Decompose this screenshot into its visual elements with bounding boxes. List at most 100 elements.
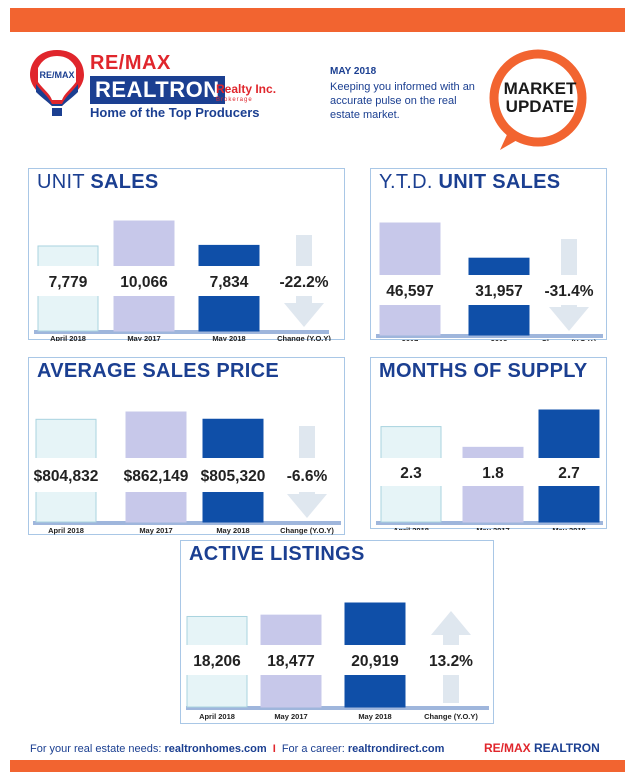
value-label: 7,834 bbox=[210, 274, 249, 291]
change-category-label: Change (Y.O.Y.) bbox=[541, 338, 597, 341]
category-label: April 2018 bbox=[199, 712, 235, 721]
brand-realty-text: Realty Inc. bbox=[216, 82, 277, 96]
change-band bbox=[275, 458, 341, 492]
market-update-badge: MARKET UPDATE bbox=[489, 49, 587, 150]
panel-months-of-supply: MONTHS OF SUPPLY 2.3 April 2018 1.8 May 201… bbox=[370, 357, 607, 530]
panel-unit-sales: UNIT SALES 7,779 April 2018 10,066 May 2017… bbox=[28, 168, 345, 341]
panel-title: ACTIVE LISTINGS bbox=[189, 543, 365, 566]
value-label: 20,919 bbox=[351, 653, 399, 670]
category-label: May 2017 bbox=[139, 526, 172, 535]
value-band bbox=[34, 458, 98, 492]
baseline bbox=[376, 521, 603, 525]
value-label: 46,597 bbox=[386, 283, 433, 300]
value-label: 10,066 bbox=[120, 274, 168, 291]
ytd-unit-sales-chart: 46,597 2017 31,957 2018 -31.4% Change (Y.O.Y.… bbox=[376, 222, 603, 341]
title-bold: AVERAGE SALES PRICE bbox=[37, 360, 280, 382]
footer-brand-remax: RE/MAX bbox=[484, 741, 531, 755]
footer-separator: I bbox=[272, 743, 276, 755]
category-label: May 2018 bbox=[358, 712, 391, 721]
value-band bbox=[343, 645, 407, 675]
panel-title: UNIT SALES bbox=[37, 171, 159, 194]
footer-prefix2: For a career: bbox=[281, 743, 345, 755]
panel-average-sales-price: AVERAGE SALES PRICE $804,832 April 2018 $8… bbox=[28, 357, 345, 535]
category-label: April 2018 bbox=[48, 526, 84, 535]
value-band bbox=[36, 266, 100, 296]
panel-active-listings: ACTIVE LISTINGS 18,206 April 2018 18,477 Ma… bbox=[180, 540, 494, 724]
baseline bbox=[376, 334, 603, 338]
value-band bbox=[201, 458, 265, 492]
value-band bbox=[537, 458, 601, 486]
change-value: -31.4% bbox=[544, 283, 593, 300]
active-listings-chart: 18,206 April 2018 18,477 May 2017 20,919 May … bbox=[185, 602, 489, 721]
value-band bbox=[378, 275, 442, 305]
unit-sales-chart: 7,779 April 2018 10,066 May 2017 7,834 May 20… bbox=[34, 220, 338, 341]
category-label: May 2018 bbox=[216, 526, 249, 535]
change-value: -22.2% bbox=[279, 274, 328, 291]
value-band bbox=[197, 266, 261, 296]
value-label: 18,206 bbox=[193, 653, 241, 670]
badge-line2: UPDATE bbox=[506, 97, 575, 116]
value-label: 31,957 bbox=[475, 283, 522, 300]
baseline bbox=[186, 706, 489, 710]
category-label: April 2018 bbox=[393, 526, 429, 530]
value-band bbox=[112, 266, 176, 296]
change-band bbox=[537, 275, 603, 305]
panel-title: Y.T.D. UNIT SALES bbox=[379, 171, 560, 194]
change-category-label: Change (Y.O.Y) bbox=[277, 334, 331, 341]
category-label: May 2017 bbox=[476, 526, 509, 530]
title-light: UNIT bbox=[37, 171, 85, 193]
change-category-label: Change (Y.O.Y) bbox=[424, 712, 478, 721]
category-label: 2018 bbox=[491, 338, 508, 341]
footer-link-homes[interactable]: realtronhomes.com bbox=[164, 743, 267, 755]
months-of-supply-chart: 2.3 April 2018 1.8 May 2017 2.7 May 2018 bbox=[376, 409, 603, 530]
title-bold: SALES bbox=[90, 171, 159, 193]
badge-line1: MARKET bbox=[504, 79, 577, 98]
title-light: Y.T.D. bbox=[379, 171, 433, 193]
title-bold: UNIT SALES bbox=[438, 171, 561, 193]
brand-realty: Realty Inc. Brokerage bbox=[216, 82, 277, 106]
value-band bbox=[124, 458, 188, 492]
footer-link-direct[interactable]: realtrondirect.com bbox=[347, 743, 445, 755]
value-label: $862,149 bbox=[124, 468, 189, 485]
value-band bbox=[461, 458, 525, 486]
tagline: Home of the Top Producers bbox=[90, 105, 260, 120]
change-value: 13.2% bbox=[429, 653, 473, 670]
baseline bbox=[34, 330, 329, 334]
value-band bbox=[259, 645, 323, 675]
value-label: $805,320 bbox=[201, 468, 266, 485]
value-band bbox=[379, 458, 443, 486]
bottom-orange-bar bbox=[10, 760, 625, 772]
change-band bbox=[272, 266, 338, 296]
category-label: 2017 bbox=[402, 338, 419, 341]
average-sales-price-chart: $804,832 April 2018 $862,149 May 2017 $805,3… bbox=[33, 411, 341, 535]
value-band bbox=[467, 275, 531, 305]
category-label: May 2017 bbox=[274, 712, 307, 721]
change-band bbox=[419, 645, 485, 675]
value-label: 2.7 bbox=[558, 465, 580, 482]
title-bold: MONTHS OF SUPPLY bbox=[379, 360, 588, 382]
brand-realtron: REALTRON bbox=[90, 76, 225, 104]
title-bold: ACTIVE LISTINGS bbox=[189, 543, 365, 565]
baseline bbox=[33, 521, 341, 525]
footer-brand: RE/MAX REALTRON bbox=[484, 741, 600, 755]
footer-brand-realtron: REALTRON bbox=[534, 741, 600, 755]
category-label: May 2017 bbox=[127, 334, 160, 341]
footer-text: For your real estate needs: realtronhome… bbox=[30, 743, 444, 755]
panel-title: AVERAGE SALES PRICE bbox=[37, 360, 279, 383]
value-band bbox=[185, 645, 249, 675]
balloon-logo-icon: RE/MAX bbox=[30, 50, 84, 116]
footer-prefix: For your real estate needs: bbox=[30, 743, 162, 755]
report-month: MAY 2018 bbox=[330, 66, 377, 77]
value-label: 1.8 bbox=[482, 465, 504, 482]
value-label: 18,477 bbox=[267, 653, 314, 670]
value-label: 7,779 bbox=[49, 274, 88, 291]
category-label: April 2018 bbox=[50, 334, 86, 341]
brand-brokerage-text: Brokerage bbox=[216, 97, 253, 103]
category-label: May 2018 bbox=[552, 526, 585, 530]
panel-ytd-unit-sales: Y.T.D. UNIT SALES 46,597 2017 31,957 2018 -3… bbox=[370, 168, 607, 341]
change-value: -6.6% bbox=[287, 468, 328, 485]
value-label: $804,832 bbox=[34, 468, 99, 485]
value-label: 2.3 bbox=[400, 465, 422, 482]
category-label: May 2018 bbox=[212, 334, 245, 341]
brand-remax: RE/MAX bbox=[90, 52, 171, 74]
